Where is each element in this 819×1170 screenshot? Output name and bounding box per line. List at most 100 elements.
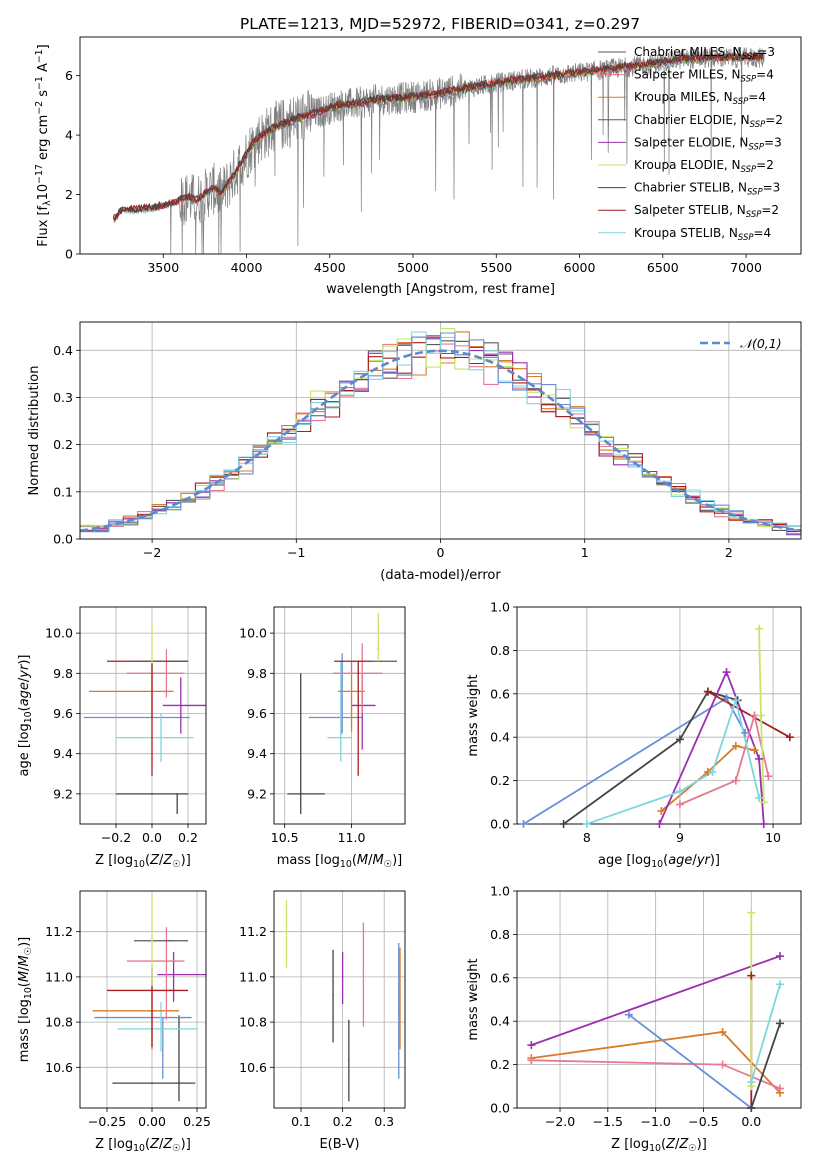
y-tick-label: 11.2: [239, 924, 267, 939]
legend-label: 𝒩(0,1): [740, 336, 782, 351]
plot-area-mass_vs_EBV: [285, 900, 401, 1102]
x-axis-label: wavelength [Angstrom, rest frame]: [326, 282, 555, 297]
x-tick-label: −0.5: [688, 1114, 718, 1129]
data-point: [176, 793, 178, 795]
weight-series-line: [707, 690, 791, 738]
y-tick-label: 0.2: [53, 437, 73, 452]
y-axis-label: Normed distribution: [27, 366, 42, 496]
y-tick-label: 10.0: [45, 626, 73, 641]
model-spectrum-line: [112, 51, 764, 223]
axes-frame: [273, 606, 406, 825]
y-tick-label: 0.8: [490, 643, 510, 658]
x-tick-label: 0.3: [374, 1114, 394, 1129]
y-tick-label: 9.8: [53, 666, 73, 681]
data-point: [162, 1016, 164, 1019]
panel-age_vs_Z: −0.2 0.0 0.2 9.2 9.4 9.6 9.8 10.0 Z [log10(Z/Z☉)…: [17, 606, 207, 870]
y-tick-label: 0.2: [490, 1057, 510, 1072]
legend-label: Chabrier STELIB, NSSP=3: [634, 181, 780, 198]
data-point: [151, 1082, 153, 1084]
legend-label: Salpeter ELODIE, NSSP=3: [634, 135, 782, 152]
y-tick-label: 0.4: [53, 343, 73, 358]
y-tick-label: 0.0: [490, 1101, 510, 1116]
normal-distribution-curve: [80, 349, 801, 532]
x-tick-label: 0.0: [142, 830, 162, 845]
x-axis-label: Z [log10(Z/Z☉)]: [611, 1137, 707, 1154]
data-point: [341, 716, 343, 719]
x-tick-label: 10: [765, 830, 781, 845]
y-tick-label: 9.4: [53, 746, 73, 761]
x-tick-label: 5000: [397, 260, 429, 275]
panel-spectrum: 3500 4000 4500 5000 5500 6000 6500 7000 0 2 4 6 wave…: [34, 36, 802, 297]
y-tick-label: 0.0: [490, 817, 510, 832]
data-point: [169, 660, 171, 663]
x-tick-label: −0.2: [101, 830, 131, 845]
panel-mass_vs_Z: −0.25 0.00 0.25 10.6 10.8 11.0 11.2 Z [log10(Z/…: [17, 890, 211, 1154]
y-tick-label: 6: [65, 68, 73, 83]
x-tick-label: 1: [581, 545, 589, 560]
x-tick-label: −1.5: [593, 1114, 623, 1129]
model-spectrum-line: [112, 51, 764, 221]
x-tick-label: 5500: [480, 260, 512, 275]
data-point: [397, 1010, 400, 1012]
weight-series-line: [750, 1023, 781, 1108]
plot-area-weight_vs_age: [523, 628, 791, 824]
y-axis-label: mass weight: [466, 958, 481, 1040]
y-tick-label: 0: [65, 247, 73, 262]
x-tick-label: 0: [437, 545, 445, 560]
weight-series-line: [530, 955, 781, 1046]
residual-histogram-step: [80, 332, 801, 535]
x-tick-label: 4500: [314, 260, 346, 275]
weight-series-line: [660, 744, 755, 812]
y-tick-label: 10.8: [239, 1015, 267, 1030]
y-axis-label: Flux [fλ10−17 erg cm−2 s−1 A−1]: [34, 44, 53, 246]
data-point: [285, 930, 288, 933]
data-point: [357, 660, 360, 663]
x-axis-label: E(B-V): [319, 1137, 359, 1152]
data-point: [332, 994, 334, 996]
y-tick-label: 0.6: [490, 970, 510, 985]
plot-area-age_vs_Z: [83, 623, 206, 814]
y-tick-label: 11.0: [45, 969, 73, 984]
x-tick-label: −0.25: [88, 1114, 126, 1129]
data-point: [399, 998, 401, 1001]
x-tick-label: 10.5: [271, 830, 299, 845]
legend-label: Kroupa STELIB, NSSP=4: [634, 226, 771, 243]
weight-series-line: [523, 696, 746, 824]
panel-age_vs_mass: 10.5 11.0 9.2 9.4 9.6 9.8 10.0 mass [log10(M/M☉…: [239, 606, 406, 870]
weight-series-line: [586, 696, 760, 824]
data-point: [348, 1059, 350, 1062]
weight-series-line: [679, 715, 770, 806]
axes-frame: [79, 606, 207, 825]
panel-weight_vs_age: 8 9 10 0.0 0.2 0.4 0.6 0.8 1.0 age [log10(age/yr)…: [466, 600, 802, 870]
plot-area-age_vs_mass: [287, 613, 397, 814]
y-tick-label: 0.3: [53, 390, 73, 405]
x-tick-label: 2: [725, 545, 733, 560]
y-tick-label: 10.6: [239, 1060, 267, 1075]
y-tick-label: 9.4: [247, 746, 267, 761]
y-tick-label: 1.0: [490, 884, 510, 899]
y-tick-label: 0.4: [490, 1014, 510, 1029]
x-tick-label: 0.2: [333, 1114, 353, 1129]
panel-mass_vs_EBV: 0.1 0.2 0.3 10.6 10.8 11.0 11.2 E(B-V): [239, 890, 406, 1152]
axes-frame: [79, 890, 207, 1109]
data-point: [341, 976, 344, 978]
x-tick-label: 0.2: [178, 830, 198, 845]
legend-label: Salpeter STELIB, NSSP=2: [634, 203, 779, 220]
data-point: [180, 704, 182, 707]
weight-series-line: [658, 669, 765, 824]
weight-series-line: [563, 690, 738, 824]
y-tick-label: 0.4: [490, 730, 510, 745]
x-tick-label: 0.00: [138, 1114, 166, 1129]
data-point: [340, 736, 342, 739]
data-point: [380, 660, 382, 663]
x-tick-label: 8: [583, 830, 591, 845]
x-tick-label: 0.25: [183, 1114, 211, 1129]
y-tick-label: 9.8: [247, 666, 267, 681]
data-point: [377, 648, 380, 650]
x-tick-label: 0.1: [291, 1114, 311, 1129]
y-tick-label: 9.6: [247, 706, 267, 721]
x-axis-label: age [log10(age/yr)]: [598, 853, 720, 870]
y-tick-label: 0.1: [53, 484, 73, 499]
x-tick-label: 4000: [231, 260, 263, 275]
